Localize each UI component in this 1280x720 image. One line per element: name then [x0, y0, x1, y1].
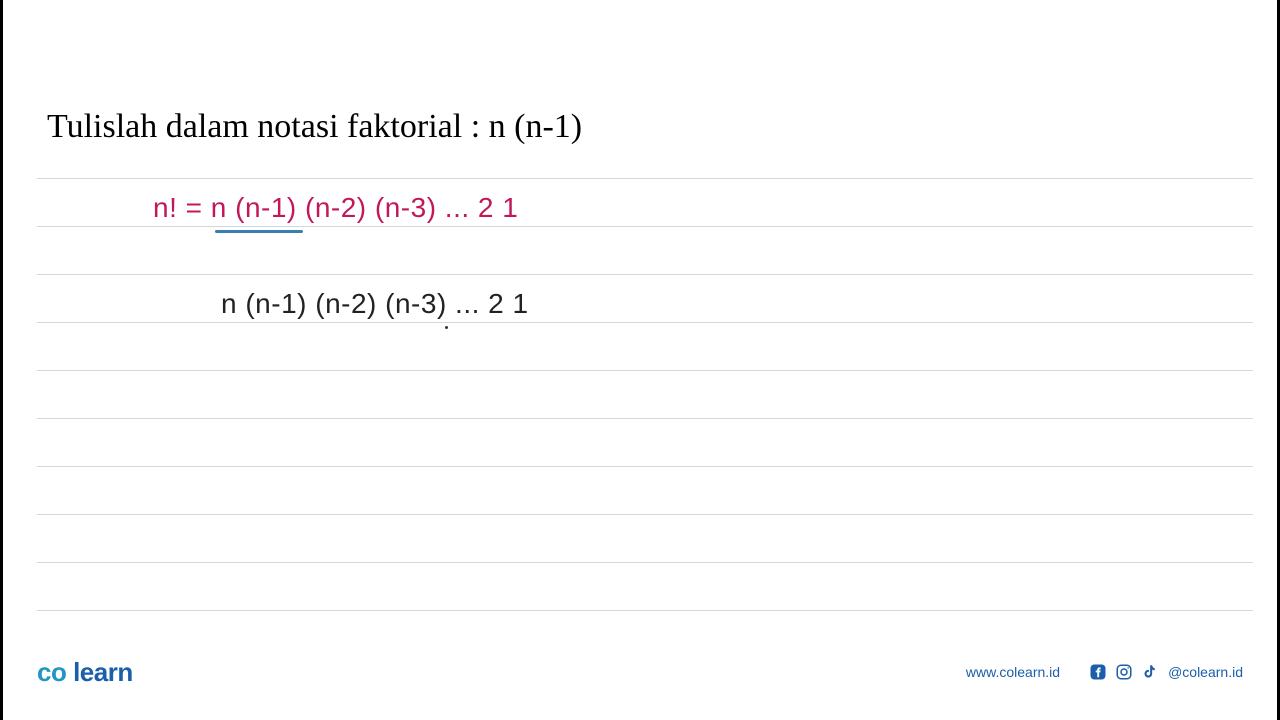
logo-part-2: learn	[73, 657, 133, 687]
logo-part-1: co	[37, 657, 66, 687]
page-frame: Tulislah dalam notasi faktorial : n (n-1…	[0, 0, 1280, 720]
page-title: Tulislah dalam notasi faktorial : n (n-1…	[47, 108, 582, 146]
ruled-line	[37, 466, 1253, 467]
underline-annotation	[215, 230, 303, 233]
cursor-dot	[445, 326, 448, 329]
social-icons-group: @colearn.id	[1088, 662, 1243, 682]
ruled-line	[37, 514, 1253, 515]
ruled-line	[37, 178, 1253, 179]
brand-logo: co learn	[37, 657, 133, 688]
ruled-line	[37, 610, 1253, 611]
factorial-definition-formula: n! = n (n-1) (n-2) (n-3) ... 2 1	[153, 192, 518, 224]
tiktok-icon	[1140, 662, 1160, 682]
ruled-line	[37, 226, 1253, 227]
expanded-formula: n (n-1) (n-2) (n-3) ... 2 1	[221, 288, 529, 320]
ruled-line	[37, 418, 1253, 419]
footer-right: www.colearn.id @colearn.id	[966, 662, 1243, 682]
ruled-paper-area	[37, 178, 1253, 625]
social-handle: @colearn.id	[1168, 664, 1243, 680]
ruled-line	[37, 274, 1253, 275]
ruled-line	[37, 562, 1253, 563]
website-url: www.colearn.id	[966, 664, 1060, 680]
instagram-icon	[1114, 662, 1134, 682]
ruled-line	[37, 370, 1253, 371]
footer: co learn www.colearn.id @colearn.id	[3, 652, 1277, 692]
facebook-icon	[1088, 662, 1108, 682]
ruled-line	[37, 322, 1253, 323]
